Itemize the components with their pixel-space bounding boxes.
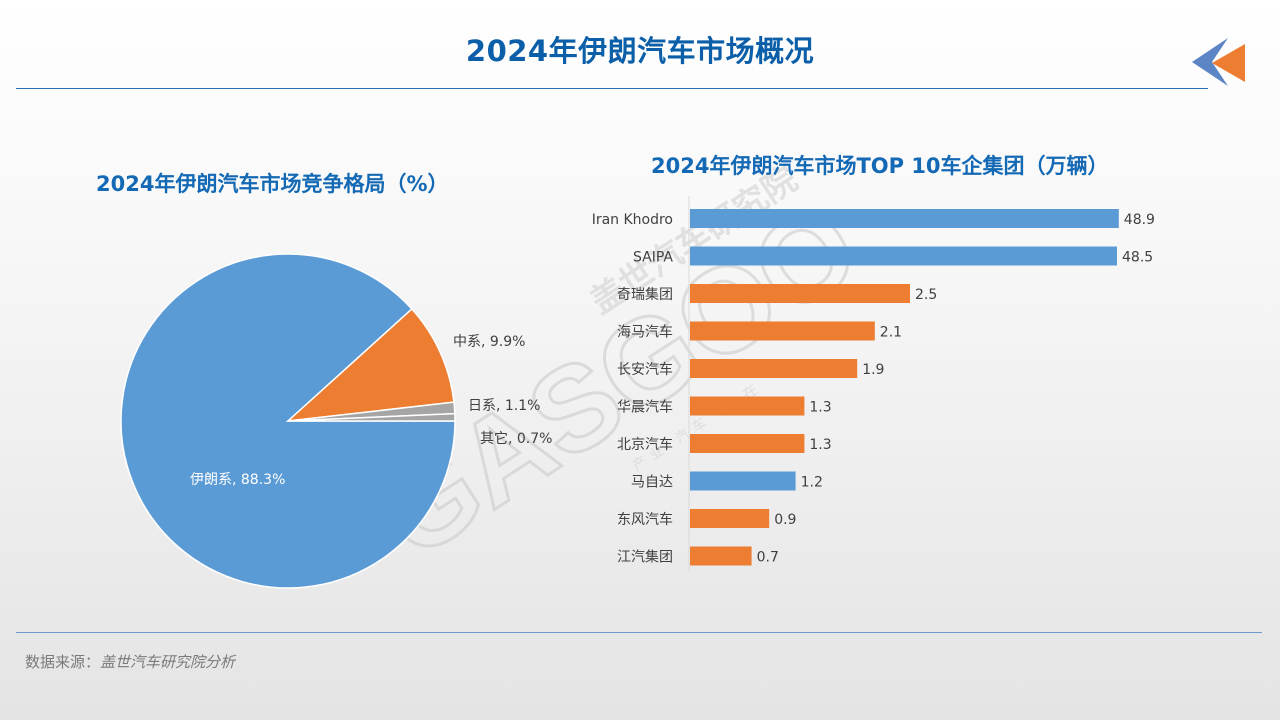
- bar-category-label-10: 江汽集团: [617, 549, 673, 566]
- bar-category-label-8: 马自达: [631, 475, 673, 491]
- pie-chart-title: 2024年伊朗汽车市场竞争格局（%）: [96, 172, 449, 196]
- pie-label-4: 其它, 0.7%: [480, 430, 552, 447]
- bar-value-label-4: 2.1: [880, 325, 902, 341]
- bar-chart-title: 2024年伊朗汽车市场TOP 10车企集团（万辆）: [651, 154, 1109, 178]
- footer-divider: [16, 632, 1262, 633]
- bar-category-label-5: 长安汽车: [617, 361, 673, 378]
- source-label: 数据来源：: [25, 653, 101, 671]
- bar-4: [690, 321, 875, 341]
- bar-category-label-7: 北京汽车: [617, 436, 673, 453]
- source-value: 盖世汽车研究院分析: [100, 653, 236, 671]
- bar-7: [690, 434, 805, 453]
- bar-category-label-3: 奇瑞集团: [617, 286, 673, 303]
- pie-label-1: 伊朗系, 88.3%: [190, 472, 285, 488]
- bar-5: [690, 359, 858, 378]
- pie-label-3: 日系, 1.1%: [468, 398, 540, 414]
- bar-6: [690, 396, 805, 416]
- bar-8: [690, 471, 796, 491]
- bar-3: [690, 284, 910, 303]
- bar-value-label-5: 1.9: [862, 362, 884, 378]
- bar-value-label-2: 48.5: [1122, 250, 1153, 266]
- bar-value-label-1: 48.9: [1124, 212, 1155, 228]
- bar-category-label-1: Iran Khodro: [592, 212, 673, 228]
- source-note: 数据来源：盖世汽车研究院分析: [25, 651, 235, 672]
- bar-value-label-10: 0.7: [757, 550, 779, 566]
- bar-value-label-3: 2.5: [915, 287, 937, 303]
- pie-label-2: 中系, 9.9%: [453, 334, 525, 350]
- bar-10: [690, 546, 752, 566]
- pie-slice-4: [287, 412, 456, 422]
- pie-slice-2: [285, 307, 455, 423]
- bar-category-label-9: 东风汽车: [617, 511, 673, 528]
- bar-category-label-2: SAIPA: [633, 250, 673, 266]
- bar-category-label-6: 华晨汽车: [617, 399, 673, 416]
- bar-value-label-7: 1.3: [809, 437, 831, 453]
- corner-arrow-icon: [1192, 38, 1245, 86]
- title-divider: [16, 88, 1208, 89]
- bar-1: [690, 209, 1119, 228]
- page-title: 2024年伊朗汽车市场概况: [465, 34, 815, 68]
- bar-value-label-9: 0.9: [774, 512, 796, 528]
- bar-category-label-4: 海马汽车: [617, 324, 673, 341]
- bar-9: [690, 509, 770, 528]
- bar-value-label-8: 1.2: [801, 475, 823, 491]
- bar-2: [690, 246, 1117, 266]
- bar-value-label-6: 1.3: [809, 400, 831, 416]
